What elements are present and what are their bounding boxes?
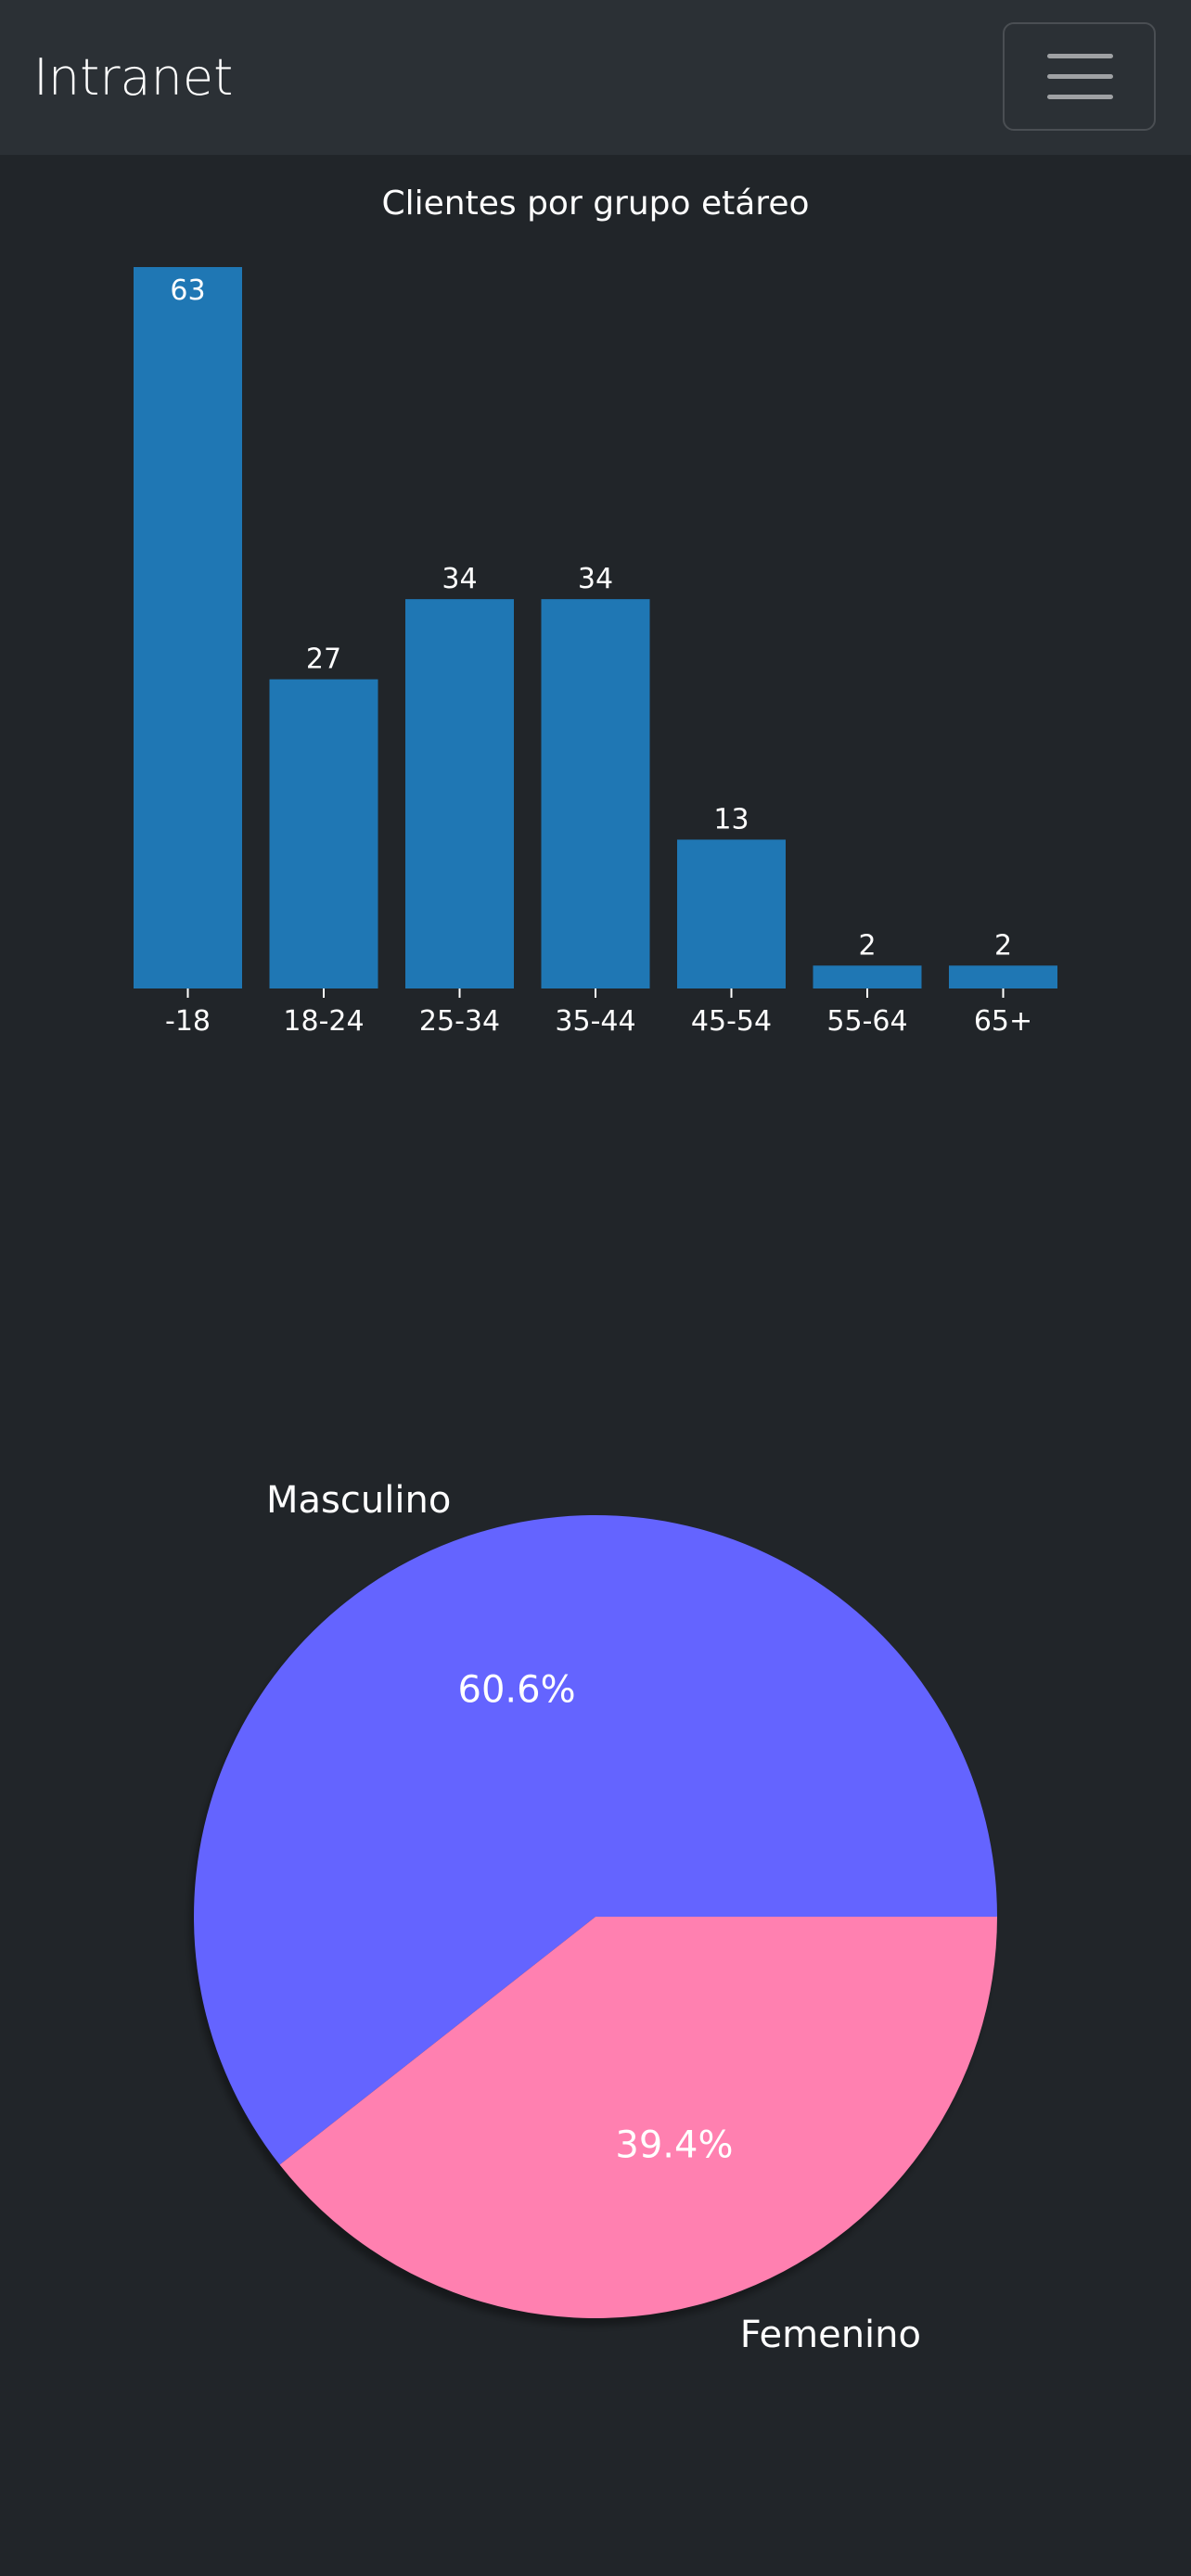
charts-area: Clientes por grupo etáreo 63 -18 27 18-24 34… bbox=[0, 155, 1191, 2576]
bar-value-label: 63 bbox=[170, 274, 205, 307]
x-tick-label: 65+ bbox=[974, 1005, 1032, 1038]
bar-value-label: 2 bbox=[858, 929, 876, 962]
navbar: Intranet bbox=[0, 0, 1191, 155]
x-tick-label: -18 bbox=[165, 1005, 211, 1038]
bar-chart-title: Clientes por grupo etáreo bbox=[382, 185, 810, 223]
bar-value-label: 34 bbox=[578, 563, 613, 595]
pie-percent-label: 60.6% bbox=[458, 1668, 576, 1711]
pie-category-label: Masculino bbox=[266, 1479, 451, 1522]
x-tick-label: 55-64 bbox=[826, 1005, 907, 1038]
bar-value-label: 34 bbox=[442, 563, 477, 595]
bar-value-label: 2 bbox=[994, 929, 1012, 962]
bar--18 bbox=[134, 267, 242, 988]
bar-18-24 bbox=[269, 679, 378, 988]
pie-slice-masculino bbox=[194, 1515, 997, 2165]
pie-percent-label: 39.4% bbox=[615, 2124, 733, 2167]
pie-slice-femenino bbox=[279, 1917, 997, 2318]
navbar-brand[interactable]: Intranet bbox=[33, 48, 234, 107]
bar-value-label: 27 bbox=[306, 644, 341, 676]
x-tick-label: 18-24 bbox=[283, 1005, 364, 1038]
gender-pie-chart: 60.6% Masculino 39.4% Femenino bbox=[190, 1479, 997, 2356]
x-tick-label: 25-34 bbox=[419, 1005, 500, 1038]
bar-25-34 bbox=[405, 599, 514, 988]
bar-35-44 bbox=[541, 599, 650, 988]
bar-45-54 bbox=[677, 839, 786, 988]
age-group-bar-chart: Clientes por grupo etáreo 63 -18 27 18-24 34… bbox=[134, 185, 1057, 1038]
x-tick-label: 45-54 bbox=[691, 1005, 772, 1038]
bar-65+ bbox=[949, 965, 1057, 988]
bar-value-label: 13 bbox=[713, 803, 749, 835]
navbar-toggler-button[interactable] bbox=[1003, 22, 1156, 131]
bar-55-64 bbox=[813, 965, 922, 988]
x-tick-label: 35-44 bbox=[555, 1005, 635, 1038]
pie-category-label: Femenino bbox=[740, 2314, 921, 2356]
